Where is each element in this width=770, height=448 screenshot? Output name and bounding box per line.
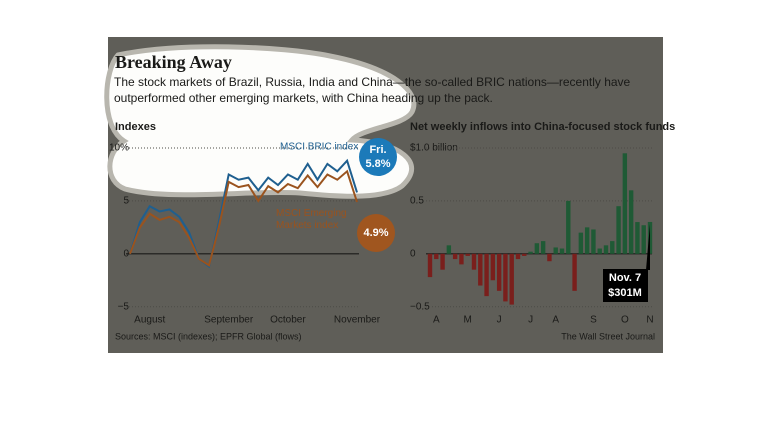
source: Sources: MSCI (indexes); EPFR Global (fl…: [115, 331, 302, 341]
bar: [434, 253, 439, 260]
bar: [566, 200, 571, 254]
bar: [610, 241, 615, 254]
x-tick-label: September: [204, 315, 254, 326]
end-badge: [357, 214, 395, 252]
bar: [427, 253, 433, 278]
callout-pointer: [646, 223, 650, 270]
legend-label: MSCI BRIC index: [280, 142, 358, 153]
subtitle-box: The stock markets of Brazil, Russia, Ind…: [114, 75, 631, 105]
credit: The Wall Street Journal: [561, 331, 655, 341]
bar: [540, 241, 546, 254]
y-tick-label: −0.5: [410, 301, 430, 312]
bar: [490, 253, 496, 281]
bar: [622, 153, 628, 254]
bar: [509, 253, 514, 305]
y-tick-label: 0: [410, 248, 416, 259]
x-tick-label: J: [528, 315, 533, 326]
y-tick-label: $1.0 billion: [410, 143, 458, 154]
bar: [635, 222, 640, 254]
bar: [584, 227, 590, 254]
chart-title: Net weekly inflows into China-focused st…: [410, 121, 675, 133]
x-tick-label: O: [621, 315, 629, 326]
bar: [452, 253, 458, 260]
value-label: 4.9%: [363, 227, 388, 239]
end-badge: [359, 138, 397, 176]
x-tick-label: A: [433, 315, 440, 326]
bar: [503, 253, 508, 302]
x-tick-label: M: [464, 315, 472, 326]
bar: [459, 253, 464, 265]
callout-box: [603, 269, 648, 302]
bar: [578, 232, 584, 254]
bar: [522, 253, 527, 256]
bar: [534, 243, 540, 254]
chart-title: Indexes: [115, 121, 156, 133]
x-tick-label: November: [334, 315, 381, 326]
value-label: $301M: [608, 287, 642, 299]
x-tick-label: October: [270, 315, 306, 326]
x-tick-label: A: [552, 315, 559, 326]
bar: [616, 206, 621, 254]
legend-label-box: MSCI Emerging Markets index: [276, 208, 347, 231]
annotation: Fri.: [369, 144, 386, 156]
legend-label: MSCI Emerging Markets index: [276, 208, 347, 231]
y-tick-label: −5: [118, 301, 130, 312]
bar: [572, 253, 577, 291]
bar: [553, 247, 558, 254]
bar: [471, 253, 477, 270]
annotation: Nov. 7: [609, 272, 641, 284]
bar: [465, 253, 470, 256]
bar: [515, 253, 521, 260]
x-tick-label: S: [590, 315, 597, 326]
bar: [446, 245, 452, 254]
bar: [597, 248, 602, 254]
y-tick-label: 10%: [109, 143, 129, 154]
bar: [478, 253, 483, 286]
bar: [496, 253, 502, 291]
x-tick-label: N: [646, 315, 653, 326]
bar: [591, 229, 596, 254]
x-tick-label: August: [134, 315, 165, 326]
value-label: 5.8%: [365, 158, 390, 170]
bar: [547, 253, 552, 262]
bar: [440, 253, 445, 270]
bar: [559, 248, 565, 254]
bar: [603, 245, 609, 254]
line: [129, 158, 358, 269]
x-tick-label: J: [497, 315, 502, 326]
y-tick-label: 0.5: [410, 196, 424, 207]
bar: [641, 225, 646, 254]
line: [129, 169, 358, 267]
title: Breaking Away: [115, 52, 232, 72]
bar: [528, 251, 533, 254]
highlight: [104, 44, 417, 199]
subtitle: The stock markets of Brazil, Russia, Ind…: [114, 75, 631, 105]
bar: [628, 190, 634, 254]
bar: [484, 253, 489, 297]
